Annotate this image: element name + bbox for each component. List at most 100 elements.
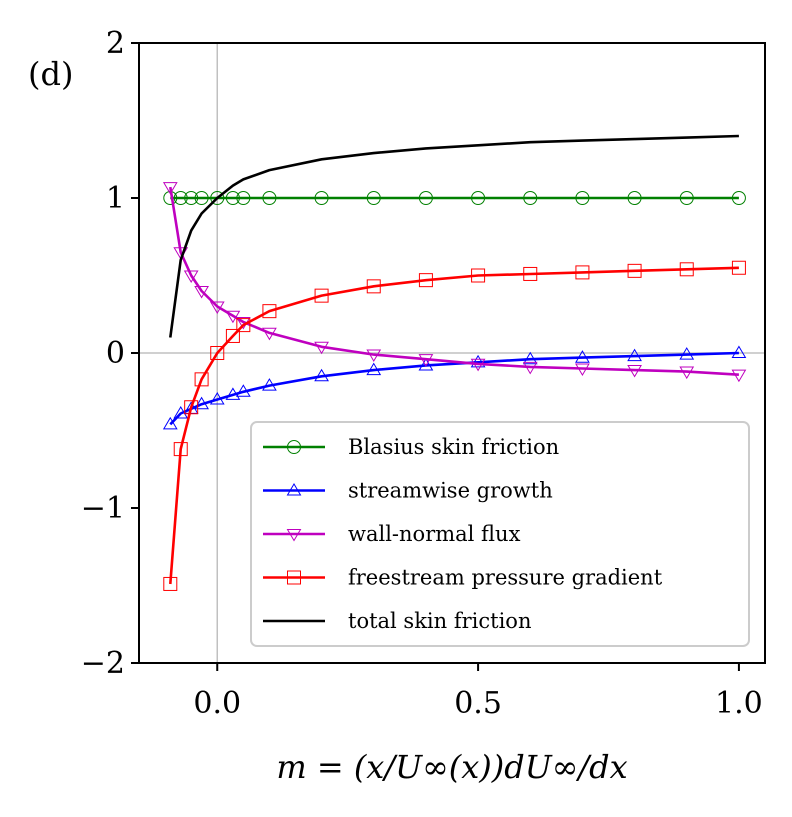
y-tick-label: 0 [106,336,125,371]
series-line-wall-normal-flux [169,186,739,376]
series-layer [162,134,747,591]
marker-triangle-up [209,392,225,405]
marker-square [173,442,188,457]
legend-entry-streamwise-growth: streamwise growth [263,479,553,503]
series-line-freestream-pressure-gradient [169,266,739,585]
marker-triangle-up [173,405,189,419]
legend-label: Blasius skin friction [348,435,559,459]
marker-circle [314,191,329,205]
marker-triangle-up [262,378,277,391]
panel-label: (d) [28,55,73,93]
marker-square [236,318,251,333]
marker-circle [225,191,240,205]
marker-square [471,268,486,283]
marker-square [287,570,301,585]
marker-circle [173,191,188,205]
marker-triangle-down [366,349,382,363]
marker-square [679,262,694,277]
series-freestream-pressure-gradient [163,260,746,591]
marker-circle [287,440,301,454]
marker-triangle-up [225,387,241,400]
marker-triangle-down [575,363,590,376]
marker-square [225,328,240,343]
marker-triangle-down [225,310,241,324]
marker-triangle-up [679,347,695,360]
x-tick-label: 1.0 [715,686,763,721]
legend-label: total skin friction [348,609,531,633]
marker-circle [418,191,433,205]
marker-triangle-up [235,384,251,397]
marker-square [314,288,329,303]
marker-triangle-up [522,351,538,365]
marker-circle [575,191,590,205]
marker-triangle-up [194,396,209,410]
legend-label: freestream pressure gradient [348,566,663,590]
marker-triangle-up [731,345,747,359]
marker-circle [194,191,209,205]
marker-triangle-up [418,357,434,371]
legend: Blasius skin friction streamwise growth wa… [250,421,750,647]
marker-circle [679,191,694,205]
marker-circle [627,191,642,205]
marker-circle [366,191,381,205]
legend-entry-freestream-pressure-gradient: freestream pressure gradient [263,566,663,590]
marker-triangle-down [731,369,747,383]
marker-square [194,372,209,387]
series-total-skin-friction [169,134,739,338]
marker-triangle-up [575,350,590,363]
y-tick-label: −1 [81,491,125,526]
marker-triangle-up [366,362,382,376]
marker-triangle-down [162,182,178,195]
x-axis-label: m = (x/U∞(x))dU∞/dx [276,748,627,786]
y-tick-label: −2 [81,646,125,681]
marker-triangle-down [194,285,209,299]
legend-box [250,421,750,647]
marker-circle [236,191,251,205]
marker-square [366,279,381,294]
marker-square [523,266,538,281]
marker-triangle-up [162,416,178,430]
x-tick-label: 0.5 [454,686,502,721]
legend-entry-blasius-skin-friction: Blasius skin friction [263,435,559,459]
marker-triangle-up [627,348,642,362]
marker-triangle-down [679,366,695,380]
marker-triangle-down [627,365,642,378]
marker-square [731,260,746,275]
marker-triangle-down [183,270,199,283]
series-blasius-skin-friction [163,191,746,205]
marker-triangle-up [314,368,329,382]
marker-circle [210,191,225,205]
marker-triangle-up [470,354,486,368]
marker-triangle-down [418,354,434,367]
legend-entry-wall-normal-flux: wall-normal flux [263,522,521,546]
legend-entry-total-skin-friction: total skin friction [263,609,531,633]
x-tick-label: 0.0 [193,686,241,721]
marker-square [262,304,277,319]
marker-circle [262,191,277,205]
marker-circle [731,191,746,205]
marker-circle [184,191,199,205]
marker-square [575,265,590,280]
marker-circle [523,191,538,205]
marker-triangle-down [314,341,329,355]
legend-label: wall-normal flux [348,522,521,546]
marker-square [418,273,433,288]
marker-triangle-down [470,358,486,372]
marker-square [184,400,199,415]
y-tick-label: 1 [106,181,125,216]
marker-triangle-down [522,361,538,375]
series-line-total-skin-friction [169,134,739,338]
y-tick-label: 2 [106,26,125,61]
marker-triangle-down [209,301,225,314]
series-wall-normal-flux [162,182,747,383]
marker-triangle-down [286,528,302,542]
marker-triangle-up [286,483,302,496]
marker-square [627,263,642,278]
marker-square [163,576,178,591]
ticks-layer: 0.0 0.5 1.0 −2 −1 0 1 2 [81,26,763,721]
legend-label: streamwise growth [348,479,553,503]
marker-circle [471,191,486,205]
marker-triangle-down [262,327,277,341]
